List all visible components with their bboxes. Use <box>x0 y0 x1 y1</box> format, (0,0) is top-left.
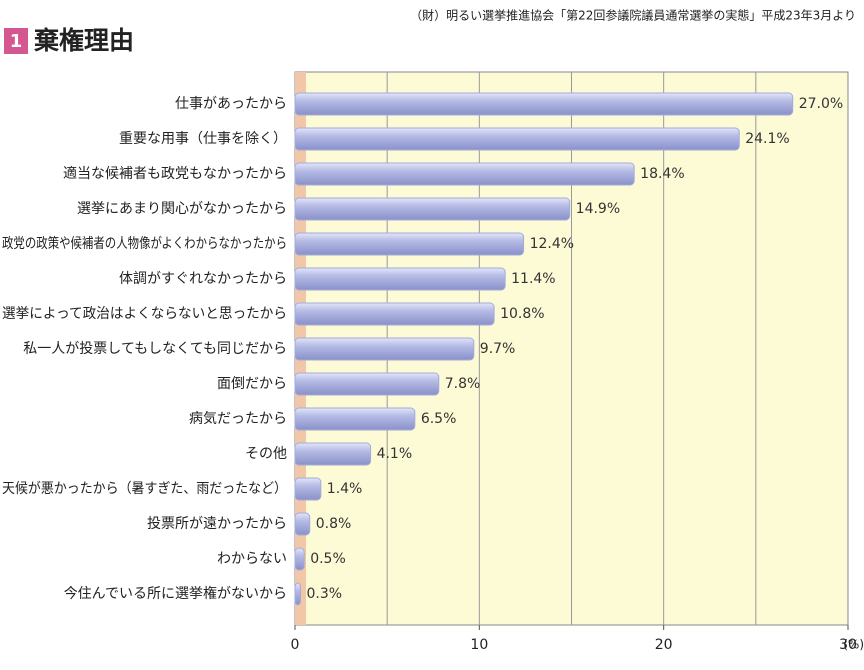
x-tick-label: 30 <box>839 637 857 653</box>
y-tick-label: 仕事があったから <box>175 96 287 112</box>
x-tick-label: 10 <box>470 637 488 653</box>
bar <box>294 582 302 606</box>
value-label: 27.0% <box>799 96 843 112</box>
value-label: 12.4% <box>530 236 574 252</box>
value-label: 14.9% <box>576 201 620 217</box>
chart-title: 棄権理由 <box>34 26 134 55</box>
value-label: 18.4% <box>640 166 684 182</box>
y-tick-label: 重要な用事（仕事を除く） <box>119 131 287 147</box>
bar <box>294 372 440 396</box>
value-label: 10.8% <box>500 306 544 322</box>
bar <box>294 302 495 326</box>
x-tick-label: 0 <box>291 637 300 653</box>
value-label: 9.7% <box>480 341 516 357</box>
bar <box>294 407 416 431</box>
y-tick-label: 選挙にあまり関心がなかったから <box>77 201 287 217</box>
value-label: 0.8% <box>316 516 352 532</box>
y-tick-label: その他 <box>245 446 287 462</box>
y-tick-label: 適当な候補者も政党もなかったから <box>63 165 287 182</box>
y-tick-label: 投票所が遠かったから <box>147 516 287 532</box>
y-tick-label: 今住んでいる所に選挙権がないから <box>64 585 287 602</box>
bar <box>294 512 311 536</box>
bar <box>294 442 372 466</box>
y-tick-label: 病気だったから <box>189 411 287 427</box>
y-tick-label: 選挙によって政治はよくならないと思ったから <box>2 306 287 322</box>
title-badge-box <box>4 28 28 54</box>
y-tick-label: 政党の政策や候補者の人物像がよくわからなかったから <box>2 235 287 252</box>
y-tick-label: 体調がすぐれなかったから <box>119 271 287 287</box>
bar <box>294 92 794 116</box>
x-tick-label: 20 <box>655 637 673 653</box>
value-label: 0.3% <box>307 586 343 602</box>
source-note: （財）明るい選挙推進協会「第22回参議院議員通常選挙の実態」平成23年3月より <box>410 8 856 23</box>
bar <box>294 162 635 186</box>
y-tick-label: 面倒だから <box>217 376 287 392</box>
bar <box>294 197 571 221</box>
value-label: 6.5% <box>421 411 457 427</box>
value-label: 4.1% <box>377 446 413 462</box>
title-badge: 1 <box>10 31 23 52</box>
bar <box>294 232 525 256</box>
bar <box>294 337 475 361</box>
y-tick-label: 私一人が投票してもしなくても同じだから <box>23 341 287 357</box>
bar <box>294 477 322 501</box>
y-tick-label: 天候が悪かったから（暑すぎた、雨だったなど） <box>2 481 287 497</box>
value-label: 0.5% <box>310 551 346 567</box>
bar <box>294 547 305 571</box>
value-label: 7.8% <box>445 376 481 392</box>
y-tick-label: わからない <box>217 551 287 567</box>
bar <box>294 127 740 151</box>
value-label: 1.4% <box>327 481 363 497</box>
value-label: 24.1% <box>745 131 789 147</box>
bar <box>294 267 506 291</box>
value-label: 11.4% <box>511 271 555 287</box>
x-unit: (%) <box>843 638 864 652</box>
